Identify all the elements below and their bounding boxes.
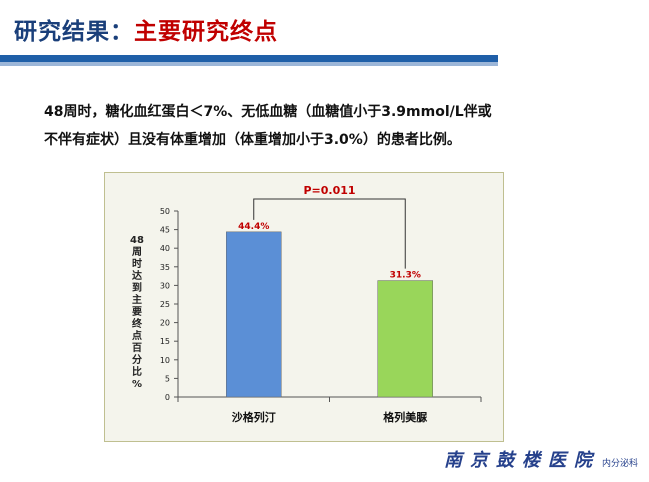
y-tick-label: 40 [160, 244, 170, 253]
hospital-logo: 南京鼓楼医院 [444, 450, 600, 471]
y-tick-label: 15 [160, 337, 170, 346]
description-line-2: 不伴有症状）且没有体重增加（体重增加小于3.0%）的患者比例。 [44, 132, 461, 148]
hospital-footer: 南京鼓楼医院 内分泌科 [444, 446, 638, 472]
x-tick-label-0: 沙格列汀 [232, 410, 276, 424]
y-tick-label: 30 [160, 281, 170, 290]
bar-0 [226, 231, 282, 398]
bar-chart: 0 5 10 15 20 25 30 35 40 45 50 48 周时达到主要终点百分比% 44.4% 沙… [130, 184, 482, 424]
y-tick-label: 5 [165, 374, 170, 383]
title-underline-shadow [0, 62, 498, 66]
y-tick-label: 0 [165, 393, 170, 402]
y-axis-label: 48 周时达到主要终点百分比% [130, 235, 144, 390]
bar-1 [377, 280, 433, 398]
significance-bracket [253, 198, 406, 269]
y-tick-label: 25 [160, 300, 170, 309]
y-tick-label: 45 [160, 226, 170, 235]
description-line-1: 48周时，糖化血红蛋白＜7%、无低血糖（血糖值小于3.9mmol/L伴或 [44, 104, 492, 120]
study-description: 48周时，糖化血红蛋白＜7%、无低血糖（血糖值小于3.9mmol/L伴或 不伴有… [44, 98, 604, 154]
title-highlight: 主要研究终点 [134, 19, 278, 45]
y-tick-label: 20 [160, 319, 170, 328]
y-tick-label: 35 [160, 263, 170, 272]
chart-frame: 0 5 10 15 20 25 30 35 40 45 50 48 周时达到主要终点百分比% 44.4% 沙… [104, 172, 504, 442]
y-tick-label: 50 [160, 207, 170, 216]
page-title: 研究结果：主要研究终点 [14, 12, 278, 46]
title-prefix: 研究结果： [14, 19, 134, 45]
data-label-1: 31.3% [390, 271, 421, 281]
x-tick-label-1: 格列美脲 [383, 410, 427, 424]
y-tick-label: 10 [160, 356, 170, 365]
p-value-annotation: P=0.011 [303, 184, 355, 197]
title-underline [0, 55, 498, 62]
data-label-0: 44.4% [238, 222, 269, 232]
department-label: 内分泌科 [602, 459, 639, 469]
